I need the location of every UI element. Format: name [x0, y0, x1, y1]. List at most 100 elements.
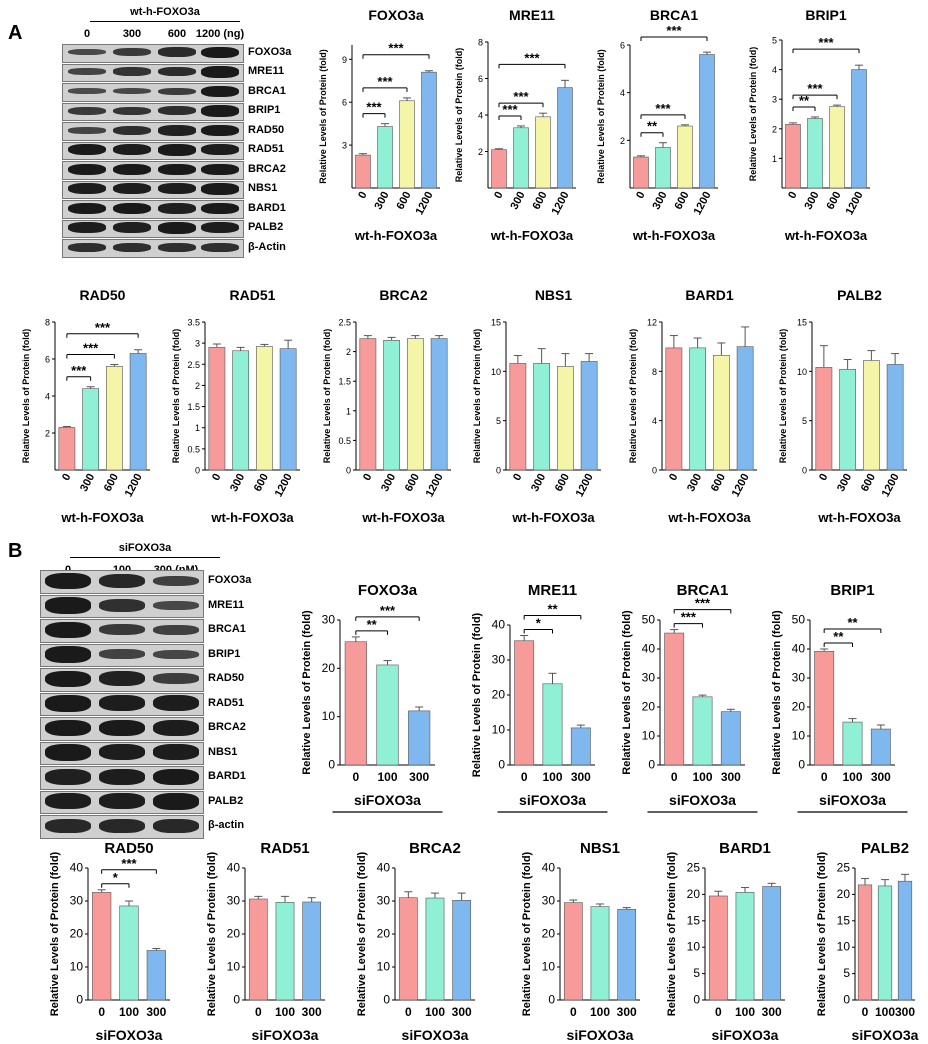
y-tick-label: 0	[498, 758, 505, 772]
sig-label: **	[799, 93, 810, 108]
y-tick-label: 5	[693, 966, 700, 980]
bar	[829, 106, 845, 189]
sig-label: ***	[513, 89, 529, 104]
y-tick-label: 20	[322, 661, 336, 675]
blot-band	[45, 597, 91, 614]
blot-protein-label: RAD50	[248, 123, 285, 136]
chart-title: RAD50	[104, 840, 153, 857]
y-tick-label: 10	[322, 709, 336, 723]
blot-band	[68, 163, 106, 175]
blot-band	[153, 575, 199, 586]
y-tick-label: 0.5	[187, 444, 200, 454]
y-tick-label: 10	[227, 960, 241, 974]
x-tick-label: 600	[530, 190, 549, 212]
y-axis-label: Relative Levels of Protein (fold)	[596, 49, 606, 184]
y-tick-label: 0	[843, 993, 850, 1007]
x-tick-label: 0	[492, 190, 505, 201]
bar	[509, 363, 527, 471]
sig-label: ***	[666, 23, 682, 38]
blot-band	[113, 48, 151, 57]
blot-band	[201, 85, 239, 97]
blot-band	[99, 649, 145, 660]
x-tick-label: 300	[508, 190, 527, 212]
y-axis-label: Relative Levels of Protein (fold)	[206, 851, 218, 1016]
chart-title: PALB2	[861, 840, 909, 857]
y-tick-label: 5	[843, 966, 850, 980]
blot-title-underline	[70, 557, 220, 558]
bar	[106, 366, 123, 471]
blot-protein-label: BRIP1	[208, 647, 241, 660]
x-tick-label: 300	[302, 1005, 322, 1019]
blot-band	[45, 719, 91, 736]
bar	[82, 388, 100, 471]
blot-band	[158, 222, 196, 234]
blot-band	[99, 624, 145, 636]
bar	[533, 363, 550, 471]
y-tick-label: 40	[492, 618, 506, 632]
blot-title: siFOXO3a	[118, 542, 172, 554]
y-tick-label: 30	[542, 894, 556, 908]
bar	[708, 895, 728, 1001]
y-axis-label: Relative Levels of Protein (fold)	[621, 610, 633, 775]
x-tick-label: 0	[511, 472, 524, 483]
sig-label: ***	[95, 320, 111, 335]
x-tick-label: 300	[650, 190, 669, 212]
x-tick-label: 0	[671, 770, 678, 784]
y-tick-label: 4	[652, 416, 657, 426]
x-tick-label: 1200	[414, 190, 436, 217]
chart-title: RAD50	[80, 287, 126, 303]
x-tick-label: 300	[571, 770, 591, 784]
sig-label: ***	[71, 363, 87, 378]
blot-band	[45, 646, 91, 663]
y-tick-label: 5	[772, 36, 777, 46]
x-tick-label: 0	[210, 472, 223, 483]
blot-band	[201, 202, 239, 214]
y-tick-label: 1.5	[338, 377, 351, 387]
y-tick-label: 2.5	[338, 318, 351, 328]
bar	[785, 124, 801, 189]
y-tick-label: 12	[647, 318, 657, 328]
y-tick-label: 30	[377, 894, 391, 908]
blot-band	[201, 242, 239, 252]
x-tick-label: 0	[821, 770, 828, 784]
y-axis-label: Relative Levels of Protein (fold)	[771, 610, 783, 775]
x-tick-label: 100	[377, 770, 397, 784]
blot-band	[153, 793, 199, 810]
y-axis-label: Relative Levels of Protein (fold)	[472, 329, 482, 464]
x-tick-label: 1200	[880, 472, 902, 499]
y-tick-label: 0	[328, 758, 335, 772]
y-tick-label: 10	[491, 367, 501, 377]
y-tick-label: 15	[687, 913, 701, 927]
bar	[383, 340, 400, 471]
x-tick-label: 0	[356, 190, 369, 201]
y-tick-label: 10	[792, 729, 806, 743]
bar	[580, 361, 598, 471]
x-tick-label: 0	[786, 190, 799, 201]
y-tick-label: 20	[542, 927, 556, 941]
x-tick-label: 300	[721, 770, 741, 784]
blot-protein-label: PALB2	[208, 794, 244, 807]
bar	[344, 641, 367, 766]
blot-protein-label: FOXO3a	[208, 574, 252, 587]
blot-band	[99, 573, 145, 588]
blot-protein-label: BARD1	[208, 770, 246, 783]
y-tick-label: 15	[797, 318, 807, 328]
y-tick-label: 20	[642, 700, 656, 714]
blot-band	[45, 695, 91, 712]
sig-label: ***	[83, 341, 99, 356]
blot-row	[62, 219, 244, 238]
blot-protein-label: PALB2	[248, 221, 284, 234]
bar	[491, 149, 507, 189]
blot-band	[99, 768, 145, 785]
bar	[570, 727, 591, 766]
y-tick-label: 9	[342, 55, 347, 65]
y-tick-label: 15	[837, 913, 851, 927]
y-tick-label: 6	[478, 74, 483, 84]
x-tick-label: 600	[252, 472, 271, 494]
y-tick-label: 2	[195, 381, 200, 391]
blot-protein-label: RAD51	[248, 143, 285, 156]
y-axis-label: Relative Levels of Protein (fold)	[521, 851, 533, 1016]
blot-protein-label: MRE11	[208, 598, 245, 611]
sig-label: ***	[380, 603, 396, 618]
